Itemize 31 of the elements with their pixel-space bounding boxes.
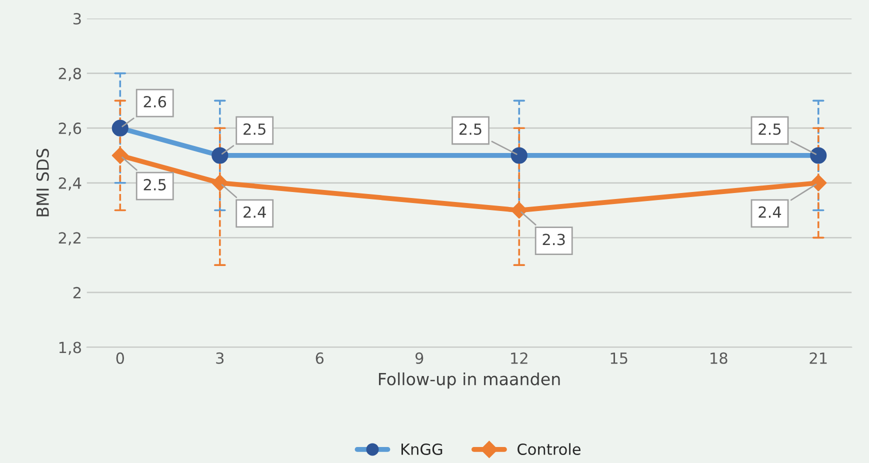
x-axis-title: Follow-up in maanden [378, 372, 560, 389]
data-label: 2.5 [144, 178, 166, 190]
x-tick-label: 3 [216, 352, 224, 364]
x-tick-label: 12 [511, 352, 528, 364]
y-tick-label: 2,6 [58, 122, 82, 136]
point [112, 147, 128, 164]
data-label: 2.4 [244, 206, 266, 218]
y-tick-label: 3 [73, 12, 81, 25]
y-tick-label: 2,8 [58, 68, 81, 81]
y-axis-title: BMI SDS [36, 148, 49, 216]
legend-label: Controle [518, 443, 580, 456]
y-tick-label: 1,8 [59, 342, 81, 355]
x-tick-label: 21 [810, 352, 827, 364]
data-label: 2.5 [459, 123, 482, 135]
point [212, 174, 228, 192]
data-label: 2.5 [758, 123, 781, 135]
point [510, 202, 528, 219]
x-tick-label: 0 [116, 352, 124, 364]
x-tick-label: 9 [415, 352, 424, 364]
data-label: 2.4 [758, 206, 782, 218]
y-tick-label: 2,2 [58, 232, 81, 246]
data-label: 2.6 [144, 96, 166, 108]
y-tick-label: 2 [73, 286, 81, 298]
x-tick-label: 6 [316, 352, 324, 364]
data-label: 2.5 [244, 123, 266, 135]
point [810, 174, 827, 192]
x-tick-label: 18 [710, 352, 728, 364]
data-label: 2.3 [542, 234, 565, 246]
x-tick-label: 15 [610, 352, 628, 364]
legend-label: KnGG [401, 443, 442, 456]
y-tick-label: 2,4 [58, 177, 82, 190]
